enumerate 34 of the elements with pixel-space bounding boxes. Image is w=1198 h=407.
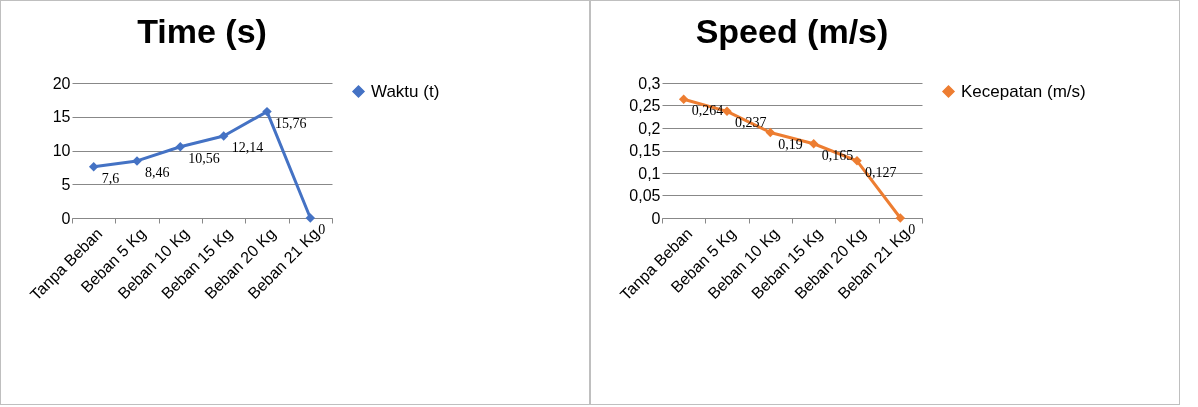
point [678,94,689,104]
y-tick-label: 10 [52,142,71,159]
point [895,213,906,223]
y-tick-label: 0,1 [638,164,661,182]
point [305,213,316,223]
y-tick-label: 0,15 [629,142,661,159]
data-label: 0,19 [778,136,803,152]
point [175,141,186,152]
data-label: 10,56 [188,150,220,166]
point [218,131,229,141]
y-tick-label: 0,05 [629,187,661,204]
data-label: 0,264 [691,103,724,119]
data-label: 8,46 [145,164,170,180]
y-tick-label: 15 [52,108,71,126]
legend-label: Waktu (t) [371,81,440,101]
y-tick-label: 0 [651,209,661,227]
y-tick-label: 0,3 [638,74,661,92]
data-label: 12,14 [231,140,264,156]
y-tick-label: 0,2 [638,119,661,137]
y-tick-label: 20 [52,74,71,92]
legend-label: Kecepatan (m/s) [961,81,1086,101]
point [722,106,732,117]
point [808,139,819,149]
y-tick-label: 0 [61,209,71,227]
data-label: 15,76 [275,115,307,131]
point [262,106,272,117]
y-tick-label: 0,25 [629,97,661,114]
point [765,127,776,138]
data-label: 0,127 [865,164,897,180]
y-tick-label: 5 [61,175,71,193]
chart-title: Time (s) [137,12,267,50]
data-label: 7,6 [101,170,120,186]
chart-title: Speed (m/s) [695,12,889,50]
point [88,161,99,172]
